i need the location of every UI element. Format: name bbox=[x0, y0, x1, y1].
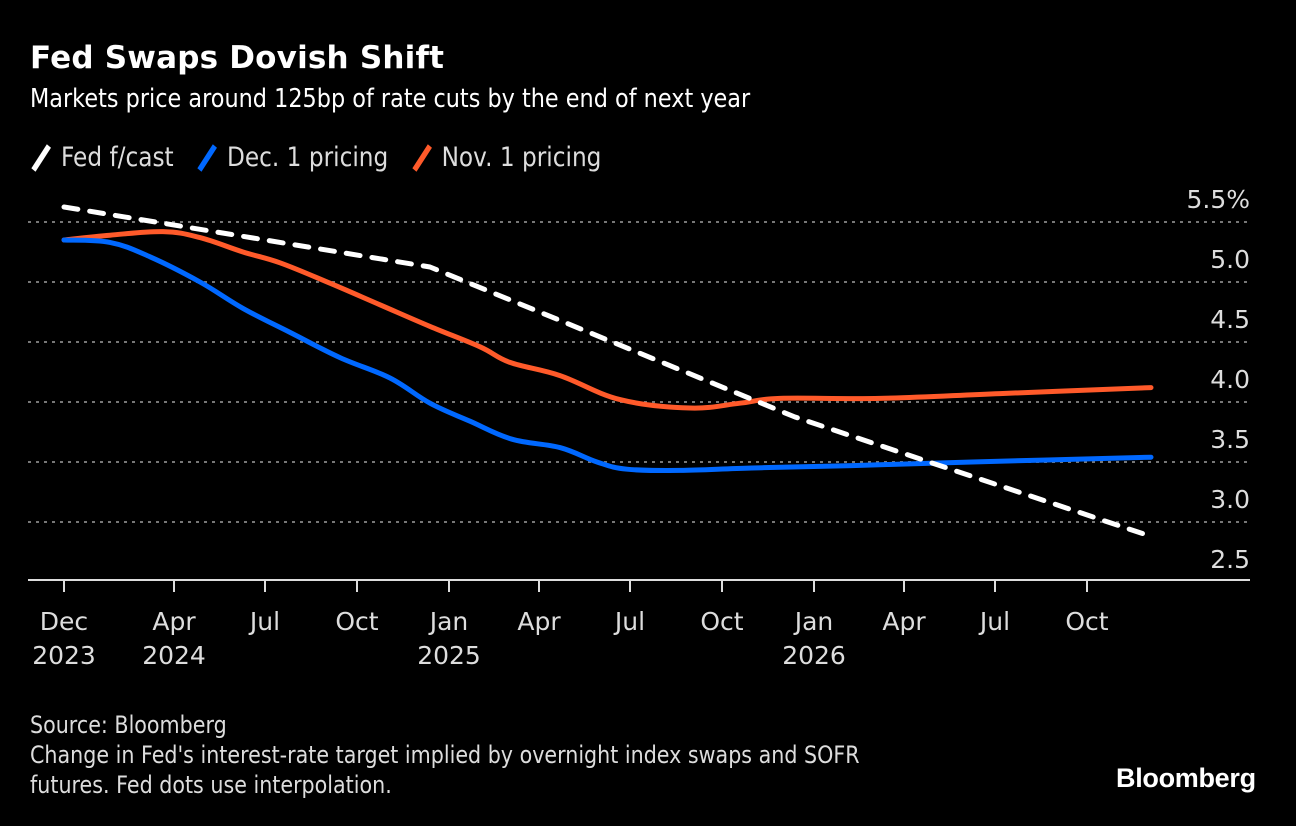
bloomberg-logo: Bloomberg bbox=[1116, 763, 1256, 793]
legend: Fed f/cast Dec. 1 pricing Nov. 1 pricing bbox=[30, 140, 624, 174]
y-tick-label: 3.0 bbox=[1210, 485, 1250, 514]
footnote-line-2: futures. Fed dots use interpolation. bbox=[30, 771, 392, 799]
chart-subtitle: Markets price around 125bp of rate cuts … bbox=[30, 84, 751, 114]
x-tick-label: Jul bbox=[978, 607, 1010, 636]
legend-label: Nov. 1 pricing bbox=[441, 141, 602, 173]
footer: Source: Bloomberg Change in Fed's intere… bbox=[30, 710, 860, 800]
x-tick-label: Jul bbox=[248, 607, 280, 636]
x-tick-year-label: 2024 bbox=[142, 641, 206, 670]
series-line-dec-1-pricing bbox=[61, 237, 1154, 474]
series-line-fed-f-cast bbox=[61, 204, 1154, 539]
source-note: Source: Bloomberg bbox=[30, 711, 227, 739]
x-tick-label: Jan bbox=[428, 607, 469, 636]
line-chart: 2.5 3.0 3.5 4.0 4.5 5.0 5.5% Dec 2023 Apr 2024 Jul… bbox=[28, 185, 1252, 670]
x-tick-label: Oct bbox=[1065, 607, 1108, 636]
slash-line-icon bbox=[197, 144, 218, 172]
slash-line-icon bbox=[411, 144, 432, 172]
x-tick-year-label: 2026 bbox=[782, 641, 846, 670]
legend-label: Dec. 1 pricing bbox=[226, 141, 389, 173]
y-tick-label: 5.5% bbox=[1186, 185, 1250, 214]
y-tick-label: 2.5 bbox=[1210, 545, 1250, 574]
x-tick-label: Oct bbox=[700, 607, 743, 636]
x-tick-label: Apr bbox=[882, 607, 926, 636]
legend-item-dec1-pricing: Dec. 1 pricing bbox=[196, 140, 388, 174]
y-tick-label: 5.0 bbox=[1210, 245, 1250, 274]
legend-label: Fed f/cast bbox=[60, 141, 174, 173]
chart-title: Fed Swaps Dovish Shift bbox=[30, 40, 445, 76]
slash-line-icon bbox=[31, 144, 51, 172]
y-tick-label: 4.0 bbox=[1210, 365, 1250, 394]
x-axis: Dec 2023 Apr 2024 Jul Oct Jan 2025 Apr Jul Oct Jan 2… bbox=[28, 579, 1250, 670]
series-group bbox=[61, 204, 1154, 539]
y-tick-label: 4.5 bbox=[1210, 305, 1250, 334]
y-axis: 2.5 3.0 3.5 4.0 4.5 5.0 5.5% bbox=[1186, 185, 1250, 574]
legend-item-fed-forecast: Fed f/cast bbox=[30, 140, 174, 174]
series-line-nov-1-pricing bbox=[61, 229, 1154, 411]
x-tick-label: Apr bbox=[517, 607, 561, 636]
footnote-line-1: Change in Fed's interest-rate target imp… bbox=[30, 741, 860, 769]
gridlines bbox=[28, 221, 1252, 523]
x-tick-year-label: 2023 bbox=[32, 641, 96, 670]
x-tick-label: Oct bbox=[335, 607, 378, 636]
x-tick-year-label: 2025 bbox=[417, 641, 481, 670]
legend-item-nov1-pricing: Nov. 1 pricing bbox=[411, 140, 602, 174]
y-tick-label: 3.5 bbox=[1210, 425, 1250, 454]
x-tick-label: Jul bbox=[613, 607, 645, 636]
x-tick-label: Dec bbox=[40, 607, 88, 636]
x-tick-label: Apr bbox=[152, 607, 196, 636]
x-tick-label: Jan bbox=[793, 607, 834, 636]
